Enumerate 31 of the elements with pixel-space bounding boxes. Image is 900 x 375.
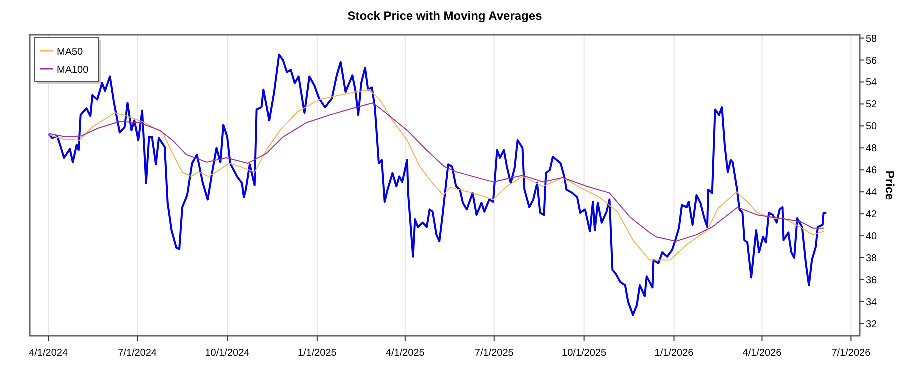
y-tick-label: 36 [866,275,878,286]
x-tick-label: 7/1/2026 [832,348,872,359]
x-tick-label: 4/1/2026 [742,348,782,359]
y-tick-label: 46 [866,166,878,177]
x-tick-label: 7/1/2024 [118,348,158,359]
y-tick-label: 56 [866,56,878,67]
chart-title: Stock Price with Moving Averages [348,9,543,23]
y-tick-label: 44 [866,188,878,199]
y-tick-label: 42 [866,210,878,221]
x-tick-label: 10/1/2025 [562,348,607,359]
y-axis-title: Price [883,170,897,200]
line-series [49,102,824,242]
y-tick-label: 34 [866,297,878,308]
legend-label: MA100 [57,65,90,76]
line-series [49,89,824,261]
line-series [48,54,827,316]
y-tick-label: 48 [866,144,878,155]
y-tick-label: 32 [866,319,878,330]
x-tick-label: 7/1/2025 [474,348,514,359]
x-tick-label: 1/1/2026 [654,348,694,359]
y-tick-label: 54 [866,78,878,89]
y-tick-label: 40 [866,232,878,243]
y-tick-label: 58 [866,34,878,45]
y-tick-label: 52 [866,100,878,111]
x-tick-label: 1/1/2025 [298,348,338,359]
x-tick-label: 10/1/2024 [205,348,250,359]
x-tick-label: 4/1/2025 [386,348,426,359]
x-tick-label: 4/1/2024 [29,348,68,359]
legend-label: MA50 [57,47,84,58]
y-tick-label: 38 [866,254,878,265]
y-tick-label: 50 [866,122,878,133]
